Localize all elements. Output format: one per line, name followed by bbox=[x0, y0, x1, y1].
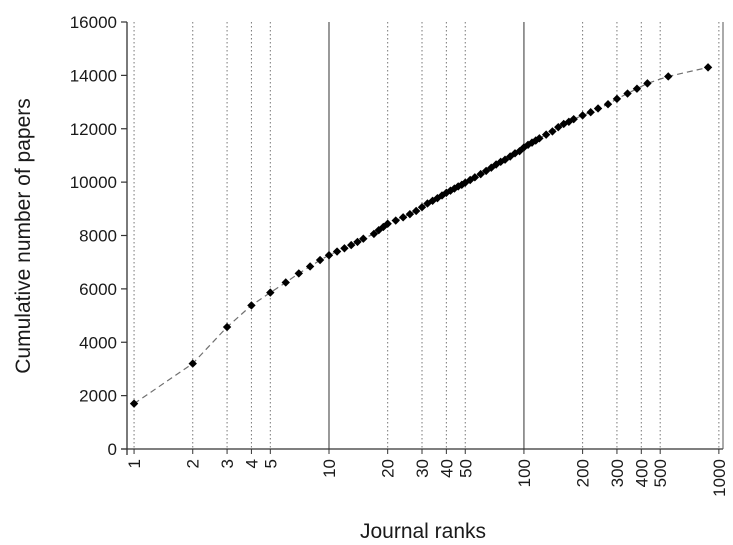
x-tick-label-4: 4 bbox=[242, 459, 261, 468]
data-point-8 bbox=[315, 255, 325, 265]
axes bbox=[121, 21, 724, 455]
data-point-45 bbox=[519, 143, 529, 152]
x-tick-label-5: 5 bbox=[261, 459, 280, 468]
data-point-15 bbox=[369, 229, 379, 239]
x-tick-label-400: 400 bbox=[632, 459, 651, 487]
data-point-10 bbox=[332, 247, 342, 256]
data-point-7 bbox=[305, 262, 315, 271]
data-point-4 bbox=[266, 288, 275, 297]
y-tick-labels: 0 2000 4000 6000 8000 10000 12000 14000 16000 bbox=[70, 13, 117, 459]
y-tick-label-4000: 4000 bbox=[79, 333, 117, 352]
data-point-18 bbox=[383, 219, 392, 228]
y-tick-label-6000: 6000 bbox=[79, 280, 117, 299]
x-tick-label-500: 500 bbox=[651, 459, 670, 487]
data-point-6 bbox=[294, 269, 303, 278]
data-point-52 bbox=[554, 122, 563, 132]
x-tick-label-20: 20 bbox=[379, 459, 398, 478]
data-point-42 bbox=[505, 152, 515, 161]
data-point-49 bbox=[535, 134, 544, 143]
data-point-3 bbox=[247, 301, 256, 310]
x-tick-label-10: 10 bbox=[320, 459, 339, 478]
data-point-13 bbox=[353, 237, 362, 247]
y-tick-label-0: 0 bbox=[108, 440, 117, 459]
series-0-connector bbox=[133, 66, 709, 405]
data-point-21 bbox=[405, 209, 415, 219]
data-point-14 bbox=[359, 234, 368, 243]
series-line bbox=[133, 66, 709, 405]
y-tick-label-2000: 2000 bbox=[79, 387, 117, 406]
y-tick-label-16000: 16000 bbox=[70, 13, 117, 32]
data-point-61 bbox=[623, 89, 632, 98]
data-point-59 bbox=[603, 99, 613, 109]
data-point-1 bbox=[188, 359, 197, 368]
data-point-9 bbox=[324, 251, 334, 260]
data-point-62 bbox=[632, 84, 642, 93]
y-tick-label-8000: 8000 bbox=[79, 227, 117, 246]
data-point-22 bbox=[411, 206, 421, 216]
x-tick-label-3: 3 bbox=[218, 459, 237, 468]
data-point-58 bbox=[593, 104, 603, 113]
data-point-54 bbox=[564, 117, 574, 127]
x-tick-label-1000: 1000 bbox=[710, 459, 729, 497]
data-point-23 bbox=[417, 203, 427, 212]
data-point-50 bbox=[541, 130, 551, 139]
data-point-36 bbox=[476, 169, 485, 179]
data-point-20 bbox=[398, 213, 408, 222]
data-point-5 bbox=[281, 278, 290, 287]
data-point-51 bbox=[548, 127, 557, 136]
x-tick-label-300: 300 bbox=[608, 459, 627, 487]
x-tick-label-40: 40 bbox=[437, 459, 456, 478]
data-point-2 bbox=[222, 322, 232, 332]
x-tick-labels: 1 2 3 4 5 10 20 30 40 50 100 200 300 400 500 1000 bbox=[125, 459, 729, 497]
data-point-12 bbox=[347, 240, 356, 250]
data-point-55 bbox=[569, 114, 578, 124]
data-point-33 bbox=[461, 178, 470, 187]
data-point-44 bbox=[515, 146, 524, 156]
data-point-56 bbox=[578, 111, 587, 120]
data-point-0 bbox=[129, 399, 139, 408]
data-point-43 bbox=[510, 149, 520, 158]
data-point-60 bbox=[612, 94, 622, 104]
x-tick-label-50: 50 bbox=[456, 459, 475, 478]
data-point-27 bbox=[437, 191, 447, 200]
y-tick-label-14000: 14000 bbox=[70, 66, 117, 85]
y-axis-label: Cumulative number of papers bbox=[12, 98, 35, 373]
y-tick-label-12000: 12000 bbox=[70, 120, 117, 139]
x-tick-label-30: 30 bbox=[413, 459, 432, 478]
data-point-11 bbox=[340, 244, 349, 253]
x-tick-label-200: 200 bbox=[574, 459, 593, 487]
grid-lines bbox=[133, 22, 720, 449]
x-axis-label: Journal ranks bbox=[360, 520, 486, 543]
data-point-63 bbox=[643, 79, 652, 88]
y-tick-label-10000: 10000 bbox=[70, 173, 117, 192]
data-point-64 bbox=[664, 72, 673, 81]
data-point-35 bbox=[470, 173, 480, 182]
data-point-40 bbox=[496, 157, 505, 167]
data-point-19 bbox=[391, 216, 400, 225]
data-point-65 bbox=[703, 63, 713, 72]
x-tick-label-100: 100 bbox=[515, 459, 534, 487]
x-tick-label-2: 2 bbox=[184, 459, 203, 468]
x-tick-label-1: 1 bbox=[125, 459, 144, 468]
data-point-57 bbox=[586, 108, 595, 117]
data-points bbox=[129, 63, 713, 408]
